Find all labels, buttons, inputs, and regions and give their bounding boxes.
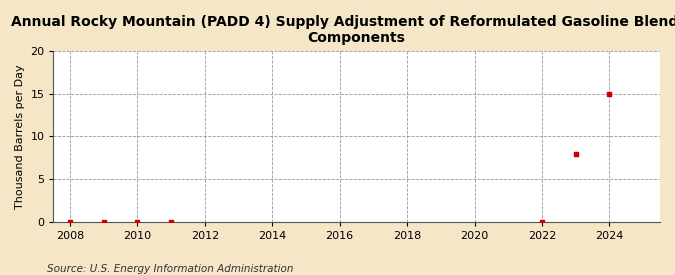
Point [65, 220, 76, 225]
Point [570, 152, 581, 156]
Point [537, 220, 547, 225]
Point [165, 220, 176, 225]
Point [98, 220, 109, 225]
Point [604, 91, 615, 96]
Point [132, 220, 142, 225]
Text: Source: U.S. Energy Information Administration: Source: U.S. Energy Information Administ… [47, 264, 294, 274]
Title: Annual Rocky Mountain (PADD 4) Supply Adjustment of Reformulated Gasoline Blendi: Annual Rocky Mountain (PADD 4) Supply Ad… [11, 15, 675, 45]
Y-axis label: Thousand Barrels per Day: Thousand Barrels per Day [15, 64, 25, 209]
